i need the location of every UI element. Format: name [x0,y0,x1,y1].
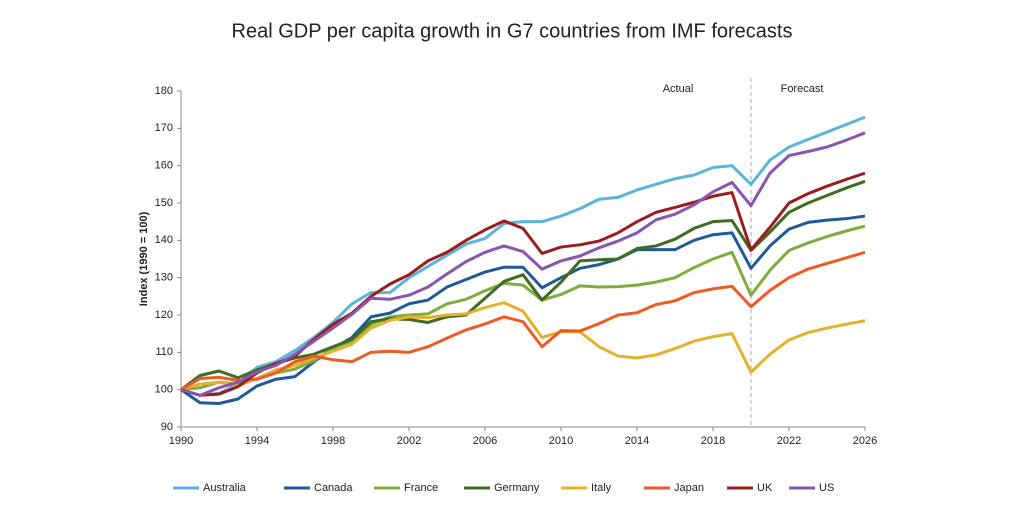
x-tick-label: 2006 [473,435,497,447]
x-tick-label: 1994 [245,435,269,447]
y-tick-label: 100 [155,384,173,396]
series-line [180,214,866,405]
chart-title: Real GDP per capita growth in G7 countri… [232,20,793,42]
series-line [180,224,866,392]
x-tick-label: 2010 [549,435,573,447]
series-line [180,115,866,397]
y-tick-label: 90 [161,421,173,433]
x-tick-label: 2018 [701,435,725,447]
y-axis-label: Index (1990 = 100) [138,211,150,306]
x-tick-label: 1998 [321,435,345,447]
y-tick-label: 170 [155,122,173,134]
legend-label: Canada [314,482,353,494]
series-line [180,131,866,397]
annotation: Forecast [781,83,824,95]
y-tick-label: 140 [155,234,173,246]
x-tick-label: 2026 [853,435,877,447]
y-tick-label: 160 [155,160,173,172]
legend-label: Germany [494,482,540,494]
legend-label: Japan [674,482,704,494]
x-tick-label: 2014 [625,435,649,447]
x-tick-label: 2002 [397,435,421,447]
series-line [180,171,866,397]
y-tick-label: 150 [155,197,173,209]
annotation: Actual [663,83,694,95]
series-line [180,250,866,391]
x-tick-label: 2022 [777,435,801,447]
legend-label: US [819,482,834,494]
y-tick-label: 120 [155,309,173,321]
y-tick-label: 130 [155,272,173,284]
y-tick-label: 180 [155,85,173,97]
y-tick-label: 110 [155,346,173,358]
series-line [180,301,866,392]
legend-label: France [404,482,438,494]
x-tick-label: 1990 [169,435,193,447]
legend-label: UK [757,482,773,494]
legend-label: Australia [203,482,247,494]
legend-label: Italy [591,482,612,494]
